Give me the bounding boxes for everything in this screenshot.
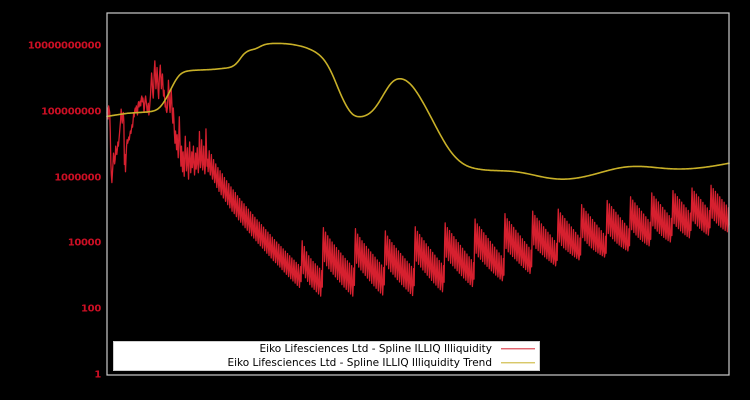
data-series-line-0 — [106, 60, 730, 297]
legend-label-illiquidity-trend: Eiko Lifesciences Ltd - Spline ILLIQ Ill… — [227, 357, 492, 369]
legend-swatch-illiquidity-icon — [501, 344, 535, 354]
y-axis-tick-label: 10000000000 — [27, 40, 102, 52]
y-axis-tick-label: 1 — [94, 369, 101, 381]
legend-label-illiquidity: Eiko Lifesciences Ltd - Spline ILLIQ Ill… — [259, 343, 492, 355]
chart-legend: Eiko Lifesciences Ltd - Spline ILLIQ Ill… — [113, 341, 540, 371]
y-axis-tick-label: 100000000 — [41, 106, 101, 118]
data-series-line-1 — [106, 42, 730, 180]
plot-frame — [106, 12, 730, 376]
legend-entry-illiquidity: Eiko Lifesciences Ltd - Spline ILLIQ Ill… — [114, 342, 539, 356]
plot-area-background — [107, 13, 729, 375]
y-axis-tick-label: 1000000 — [54, 172, 101, 184]
y-axis-tick-label: 10000 — [67, 237, 102, 249]
y-axis-tick-label: 100 — [81, 303, 101, 315]
legend-swatch-illiquidity-trend-icon — [501, 358, 535, 368]
data-series-layer — [106, 42, 730, 297]
legend-entry-illiquidity-trend: Eiko Lifesciences Ltd - Spline ILLIQ Ill… — [114, 356, 539, 370]
